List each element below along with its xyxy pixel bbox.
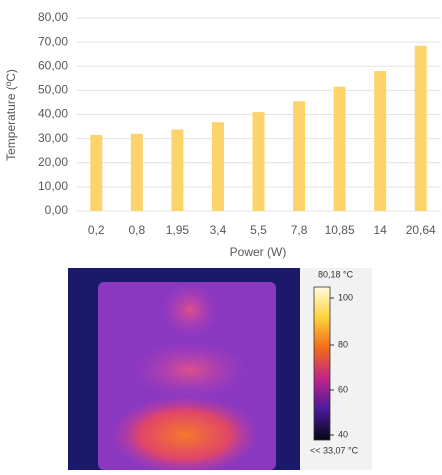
bar — [90, 135, 102, 211]
color-bar — [314, 287, 330, 440]
y-tick-label: 50,00 — [38, 83, 68, 97]
figure: Power (W) Temperature (ºC) 80,18 °C << 3… — [0, 0, 442, 470]
y-axis-title: Temperature (ºC) — [4, 69, 18, 161]
bar — [212, 122, 224, 211]
scale-tick-label: 80 — [338, 339, 348, 349]
x-axis-title: Power (W) — [230, 245, 287, 259]
bar — [131, 134, 143, 211]
max-temperature: 80,18 °C — [318, 269, 354, 279]
scale-tick-label: 100 — [338, 292, 353, 302]
y-tick-label: 20,00 — [38, 155, 68, 169]
y-tick-label: 70,00 — [38, 34, 68, 48]
bar — [253, 112, 265, 211]
page: {"chart_data": {"type": "bar", "x_label"… — [0, 0, 442, 470]
thermal-spot — [130, 340, 250, 400]
bar — [293, 101, 305, 211]
x-tick-label: 20,64 — [406, 223, 436, 237]
x-tick-label: 10,85 — [325, 223, 355, 237]
thermal-spot — [160, 282, 220, 338]
scale-panel — [300, 268, 372, 470]
x-tick-label: 1,95 — [166, 223, 190, 237]
y-tick-label: 30,00 — [38, 131, 68, 145]
x-tick-label: 7,8 — [291, 223, 308, 237]
y-tick-label: 80,00 — [38, 10, 68, 24]
y-tick-label: 40,00 — [38, 107, 68, 121]
bar — [334, 87, 346, 211]
y-tick-label: 0,00 — [45, 203, 69, 217]
x-tick-label: 14 — [373, 223, 387, 237]
bar — [171, 129, 183, 211]
scale-tick-label: 60 — [338, 384, 348, 394]
y-tick-label: 10,00 — [38, 179, 68, 193]
x-tick-label: 0,2 — [88, 223, 105, 237]
scale-tick-label: 40 — [338, 429, 348, 439]
thermal-image: 80,18 °C << 33,07 °C 100 80 60 40 — [68, 268, 372, 470]
x-tick-label: 5,5 — [250, 223, 267, 237]
x-tick-label: 0,8 — [128, 223, 145, 237]
min-temperature: << 33,07 °C — [310, 445, 359, 455]
bar — [415, 46, 427, 211]
x-tick-label: 3,4 — [210, 223, 227, 237]
bar — [374, 71, 386, 211]
y-tick-label: 60,00 — [38, 58, 68, 72]
